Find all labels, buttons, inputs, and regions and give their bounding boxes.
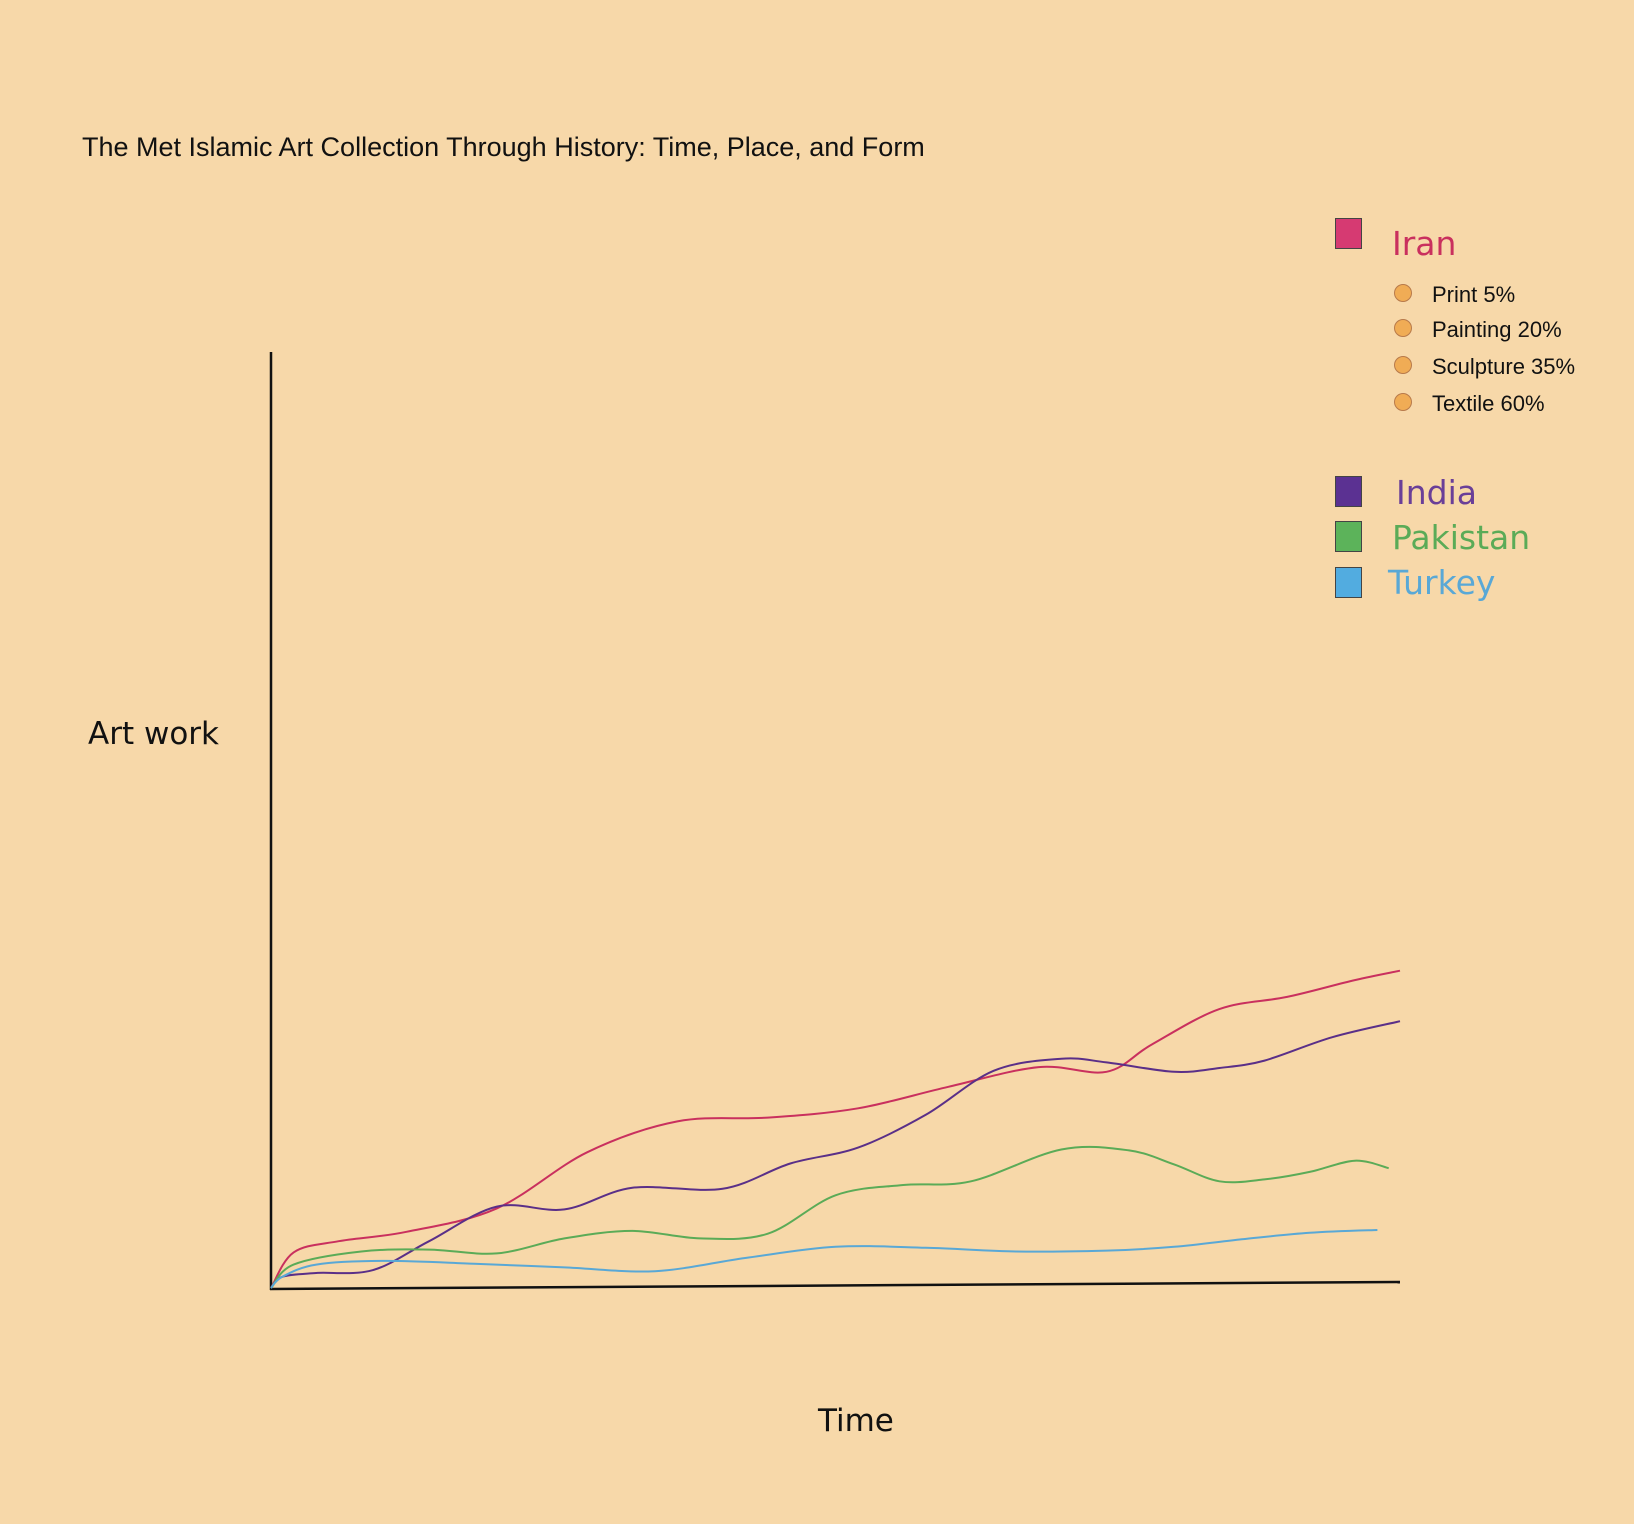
iran-breakdown-label: Print 5% <box>1432 282 1516 307</box>
iran-breakdown-label: Sculpture 35% <box>1432 354 1576 379</box>
iran-breakdown-dot <box>1394 319 1412 337</box>
iran-breakdown-label: Painting 20% <box>1432 317 1562 342</box>
legend-swatch-turkey <box>1335 567 1362 598</box>
series-line-turkey <box>270 1229 1378 1289</box>
iran-breakdown-label: Textile 60% <box>1432 391 1545 416</box>
y-axis-label: Art work <box>88 716 219 752</box>
iran-breakdown-dot <box>1394 393 1412 411</box>
legend-swatch-india <box>1335 476 1362 507</box>
x-axis <box>269 1280 1401 1291</box>
series-line-iran <box>270 969 1401 1289</box>
legend-swatch-pakistan <box>1335 521 1362 552</box>
legend-label-pakistan: Pakistan <box>1392 518 1531 557</box>
x-axis-label: Time <box>818 1403 894 1439</box>
series-line-india <box>270 1020 1401 1289</box>
chart-title: The Met Islamic Art Collection Through H… <box>82 132 925 162</box>
series-line-pakistan <box>270 1145 1389 1289</box>
iran-breakdown-dot <box>1394 284 1412 302</box>
legend-label-iran: Iran <box>1392 224 1457 263</box>
legend-swatch-iran <box>1335 218 1362 249</box>
legend-label-turkey: Turkey <box>1388 563 1496 602</box>
series-layer <box>270 969 1401 1289</box>
iran-breakdown-dot <box>1394 356 1412 374</box>
legend-label-india: India <box>1396 473 1477 512</box>
